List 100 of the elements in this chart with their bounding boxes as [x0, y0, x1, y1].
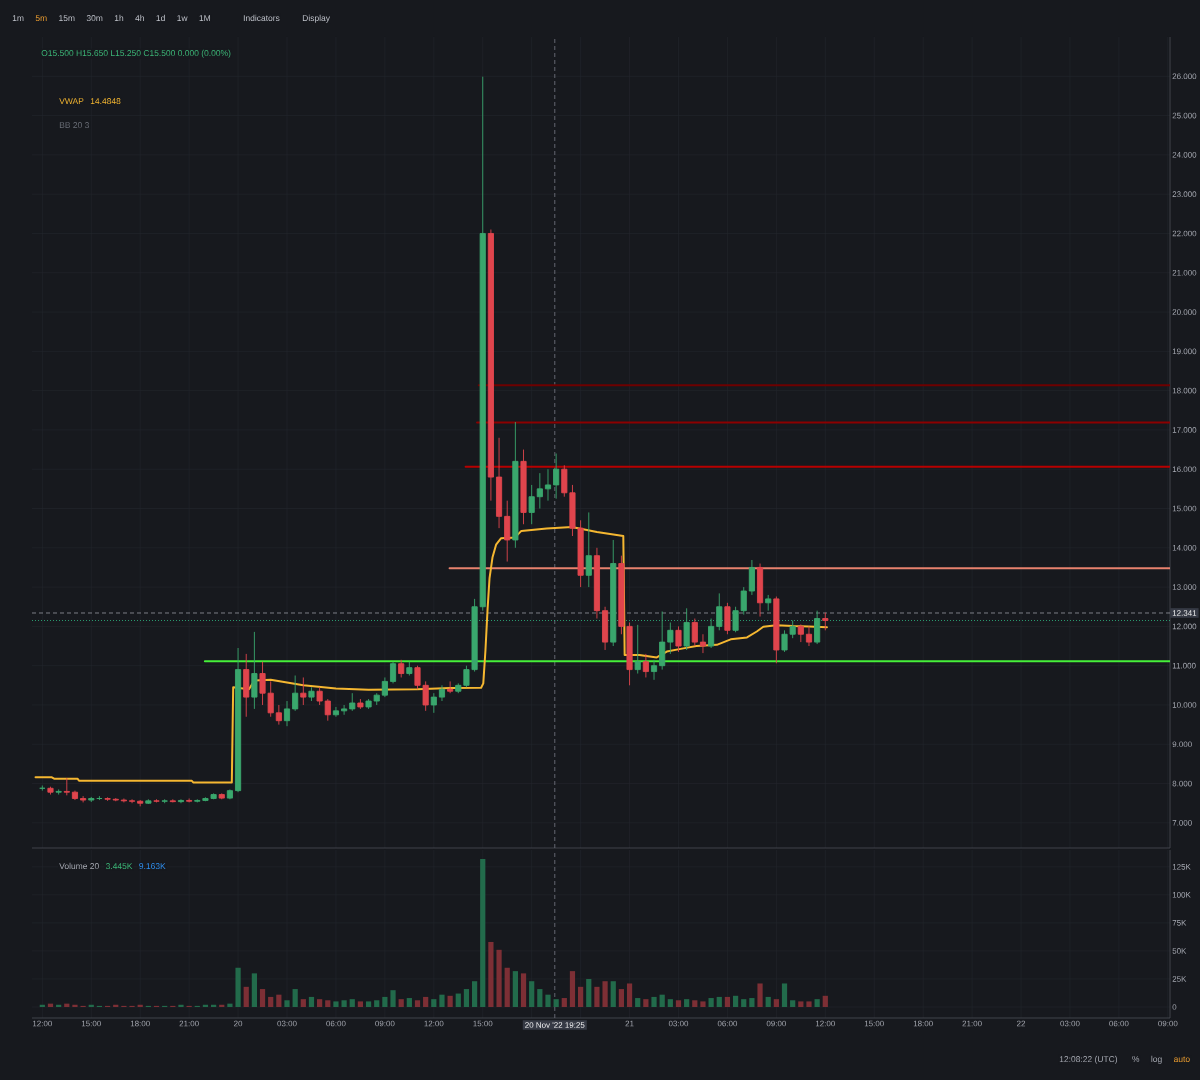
candlestick — [283, 700, 291, 727]
candlestick — [235, 647, 242, 793]
candlestick — [512, 421, 519, 549]
candlestick — [797, 623, 804, 643]
text: auto — [1173, 1056, 1190, 1063]
bar — [610, 981, 616, 1008]
bar — [357, 1001, 364, 1008]
annotation: 3.445K — [105, 863, 133, 870]
bar — [708, 998, 714, 1008]
text: 1h — [114, 14, 124, 21]
annotation: BB 20 3 — [59, 122, 89, 129]
bar — [651, 996, 657, 1008]
text: log — [1151, 1055, 1162, 1064]
bar — [529, 981, 535, 1008]
candlestick — [544, 468, 552, 502]
candlestick — [63, 777, 70, 796]
candlestick — [389, 661, 397, 684]
bar — [586, 978, 592, 1008]
candlestick — [218, 792, 225, 800]
candlestick — [699, 633, 707, 654]
bar — [757, 983, 763, 1008]
annotation: 9.163K — [139, 863, 166, 870]
candlestick — [169, 798, 176, 803]
annotation: Volume 20 — [59, 862, 99, 870]
line-series — [34, 525, 828, 784]
bar — [333, 1001, 339, 1008]
bar — [284, 1000, 290, 1008]
bar — [561, 998, 567, 1008]
bar — [773, 999, 779, 1008]
bar — [741, 999, 747, 1008]
candlestick — [724, 602, 731, 635]
bar — [243, 986, 249, 1008]
candlestick — [536, 472, 543, 509]
candlestick — [71, 790, 79, 801]
text: 30m — [86, 15, 103, 22]
candlestick — [642, 653, 649, 678]
text: 1d — [156, 14, 165, 22]
candlestick — [765, 594, 772, 612]
bar — [349, 999, 355, 1008]
bar — [814, 999, 820, 1008]
candlestick — [161, 798, 168, 804]
text: VWAP — [59, 98, 84, 104]
bar — [374, 1000, 380, 1008]
bar — [594, 986, 600, 1008]
candlestick — [177, 798, 185, 804]
bar — [798, 1001, 804, 1008]
bar — [496, 949, 502, 1008]
candlestick — [602, 606, 609, 651]
bar — [692, 1000, 698, 1008]
candlestick — [496, 437, 503, 529]
bar — [675, 1000, 682, 1008]
candlestick — [80, 795, 87, 803]
bar — [276, 994, 282, 1008]
candlestick — [528, 484, 535, 525]
candlestick — [226, 789, 233, 800]
candlestick — [137, 799, 144, 807]
bar — [724, 996, 731, 1008]
bar — [667, 999, 673, 1008]
bar — [659, 994, 665, 1008]
candlestick — [520, 449, 527, 525]
bar — [520, 973, 527, 1008]
candlestick — [398, 659, 405, 678]
candlestick — [243, 653, 250, 718]
bar — [626, 983, 633, 1008]
bar — [398, 999, 404, 1008]
bar — [300, 999, 306, 1008]
candlestick — [308, 686, 315, 702]
candlestick — [748, 559, 755, 596]
bar — [749, 998, 755, 1008]
candlestick — [553, 453, 560, 500]
text: 12:08:22 (UTC) — [1059, 1055, 1118, 1064]
candlestick — [324, 698, 331, 722]
candlestick — [814, 610, 821, 645]
bar — [423, 996, 429, 1008]
bar — [292, 989, 298, 1008]
bar — [317, 999, 323, 1008]
bar — [488, 941, 494, 1008]
candlestick — [447, 680, 454, 694]
candlestick — [756, 563, 764, 618]
candlestick — [275, 704, 282, 726]
text: 15m — [59, 15, 75, 22]
bar — [732, 995, 739, 1008]
bar — [512, 971, 518, 1008]
candlestick — [381, 677, 388, 698]
bar — [471, 981, 478, 1008]
candlestick — [55, 789, 62, 796]
bar — [553, 999, 559, 1008]
bar — [765, 996, 771, 1008]
candlestick — [716, 592, 723, 631]
bar — [235, 967, 241, 1008]
candlestick — [805, 625, 813, 647]
candlestick — [357, 698, 364, 710]
bar — [439, 994, 445, 1008]
text: 4h — [135, 14, 144, 21]
bar — [569, 971, 576, 1008]
candlestick — [292, 675, 299, 712]
bar — [308, 996, 315, 1008]
bar — [700, 1001, 706, 1008]
bar — [251, 973, 257, 1008]
candlestick — [88, 796, 95, 803]
